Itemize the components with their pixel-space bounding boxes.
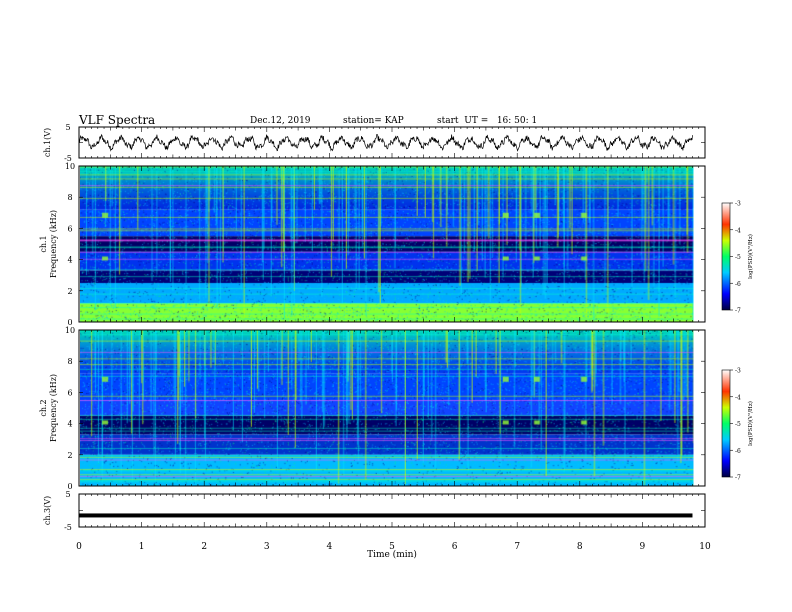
y-axis-label: ch.3(V) xyxy=(43,496,52,525)
y-tick-label: 8 xyxy=(67,193,72,202)
spectrogram-image xyxy=(80,166,694,322)
panel-ch1-spectrogram: 0 2 4 6 8 10 ch.1 Frequency (kHz) -3 -4 -5 -6 -7 log(… xyxy=(39,162,754,327)
spectrogram-image xyxy=(80,330,694,486)
y-tick-label: 10 xyxy=(65,162,75,171)
x-tick-label: 10 xyxy=(699,542,711,552)
colorbar-tick-label: -4 xyxy=(735,394,741,401)
colorbar-tick-label: -6 xyxy=(735,281,741,288)
colorbar-tick-label: -3 xyxy=(735,201,741,208)
colorbar-tick-label: -7 xyxy=(735,308,741,315)
y-tick-label: 8 xyxy=(67,357,72,366)
y-tick-label: 0 xyxy=(67,318,72,327)
y-tick-label: 5 xyxy=(65,123,70,132)
y-tick-label: 10 xyxy=(65,326,75,335)
y-axis-label-channel: ch.1 xyxy=(39,235,48,252)
colorbar-label: log(PSD)(V²/Hz) xyxy=(747,401,754,446)
x-tick-label: 5 xyxy=(389,542,395,552)
x-tick-label: 4 xyxy=(327,542,333,552)
y-tick-label: 5 xyxy=(65,490,70,499)
y-tick-label: -5 xyxy=(64,523,72,532)
colorbar-tick-label: -5 xyxy=(735,421,741,428)
x-tick-label: 7 xyxy=(514,542,520,552)
colorbar xyxy=(721,369,731,478)
x-axis-label: Time (min) xyxy=(367,549,417,560)
y-tick-label: 6 xyxy=(67,224,72,233)
colorbar-label: log(PSD)(V²/Hz) xyxy=(747,234,754,279)
x-tick-label: 6 xyxy=(452,542,458,552)
x-tick-label: 3 xyxy=(264,542,270,552)
y-tick-label: 2 xyxy=(67,451,72,460)
y-tick-label: 4 xyxy=(67,256,72,265)
x-tick-label: 9 xyxy=(640,542,646,552)
colorbar-tick-label: -7 xyxy=(735,475,741,482)
x-tick-label: 0 xyxy=(76,542,82,552)
y-axis-label-frequency: Frequency (kHz) xyxy=(49,374,58,442)
chart-title: VLF Spectra xyxy=(79,113,156,127)
ch1-trace xyxy=(78,133,693,152)
colorbar xyxy=(721,202,731,311)
colorbar-tick-label: -5 xyxy=(735,254,741,261)
y-tick-label: 0 xyxy=(67,482,72,491)
colorbar-tick-label: -3 xyxy=(735,368,741,375)
date-label: Dec.12, 2019 xyxy=(250,116,311,126)
y-axis-label-channel: ch.2 xyxy=(39,399,48,416)
colorbar-tick-label: -6 xyxy=(735,448,741,455)
panel-ch1-waveform: 5 -5 ch.1(V) xyxy=(43,123,706,163)
y-tick-label: 4 xyxy=(67,420,72,429)
y-tick-label: 2 xyxy=(67,287,72,296)
time-axis: 0 1 2 3 4 5 6 7 8 9 10 Time (min) xyxy=(76,542,711,560)
x-tick-label: 2 xyxy=(201,542,207,552)
x-tick-label: 1 xyxy=(139,542,145,552)
station-label: station= KAP xyxy=(343,116,404,126)
ch3-trace xyxy=(79,513,693,518)
x-tick-label: 8 xyxy=(577,542,583,552)
y-tick-label: -5 xyxy=(64,154,72,163)
start-ut-label: start UT = 16: 50: 1 xyxy=(437,116,538,126)
y-tick-label: 6 xyxy=(67,388,72,397)
y-axis-label: ch.1(V) xyxy=(43,128,52,157)
panel-ch2-spectrogram: 0 2 4 6 8 10 ch.2 Frequency (kHz) -3 -4 -5 -6 -7 log(… xyxy=(39,326,754,491)
panel-ch3-waveform: 5 -5 ch.3(V) xyxy=(43,490,706,532)
colorbar-tick-label: -4 xyxy=(735,227,741,234)
y-axis-label-frequency: Frequency (kHz) xyxy=(49,210,58,278)
